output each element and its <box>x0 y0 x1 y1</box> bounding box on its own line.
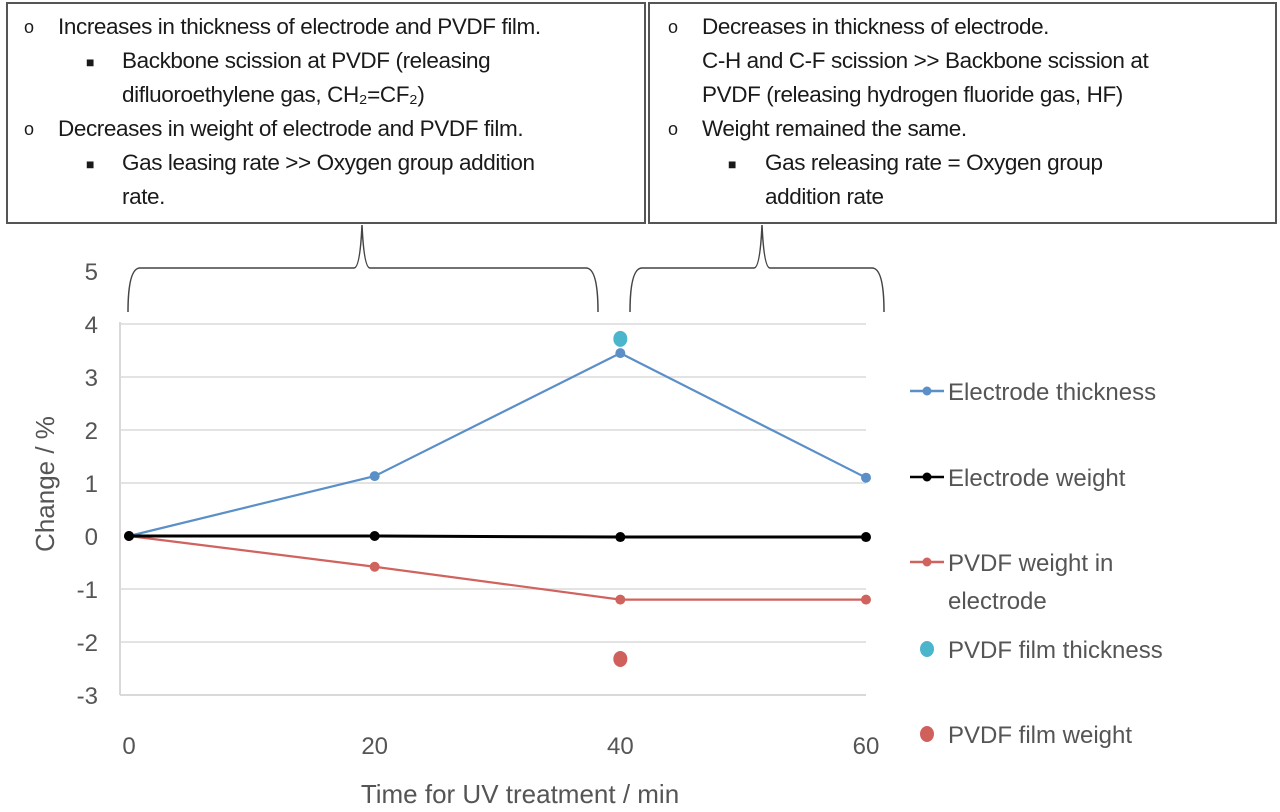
square-bullet-icon: ■ <box>728 156 737 172</box>
y-tick-label: 0 <box>85 524 98 551</box>
annotation-continuation: rate. <box>122 184 166 209</box>
data-point-electrode-weight <box>124 531 134 541</box>
y-tick-label: 5 <box>85 259 98 286</box>
series-line-pvdf-weight-in-electrode <box>128 534 866 601</box>
legend-label-electrode-thickness: Electrode thickness <box>948 379 1156 406</box>
annotation-item: Decreases in thickness of electrode. <box>702 14 1050 39</box>
legend-label-pvdf-weight-in-electrode: PVDF weight in electrode <box>948 550 1113 615</box>
annotation-continuation: addition rate <box>765 184 884 209</box>
y-axis-label: Change / % <box>30 416 60 552</box>
data-point-electrode-weight <box>861 532 871 543</box>
data-point-pvdf-weight-in-electrode <box>615 594 626 605</box>
series-line-electrode-weight <box>129 534 866 539</box>
x-axis-label: Time for UV treatment / min <box>361 779 679 809</box>
annotation-continuation: difluoroethylene gas, CH₂=CF₂) <box>122 82 425 107</box>
square-bullet-icon: ■ <box>86 54 95 70</box>
right-brace <box>629 224 885 313</box>
right-annotation-box <box>648 2 1277 224</box>
y-tick-label: -3 <box>77 683 98 710</box>
hollow-bullet-icon: o <box>24 17 35 37</box>
legend-marker-electrode-weight <box>922 472 932 482</box>
x-tick-label: 0 <box>122 733 135 760</box>
legend-label-line: electrode <box>948 588 1047 615</box>
y-tick-label: -2 <box>77 630 98 657</box>
data-point-electrode-thickness <box>861 472 871 483</box>
legend-marker-electrode-thickness <box>922 386 932 396</box>
legend-label-line: PVDF weight in <box>948 550 1113 577</box>
data-point-electrode-weight <box>615 532 626 543</box>
legend-label-pvdf-film-weight: PVDF film weight <box>948 722 1132 749</box>
y-tick-label: 3 <box>85 365 98 392</box>
annotation-subitem: Gas leasing rate >> Oxygen group additio… <box>122 150 535 175</box>
data-point-electrode-weight <box>369 531 380 541</box>
annotation-item: Increases in thickness of electrode and … <box>58 14 541 39</box>
square-bullet-icon: ■ <box>86 156 95 172</box>
hollow-bullet-icon: o <box>668 119 679 139</box>
legend-marker-pvdf-film-weight <box>920 726 934 742</box>
series-line-electrode-thickness <box>128 351 867 538</box>
annotation-subitem: Backbone scission at PVDF (releasing <box>122 48 491 73</box>
legend-marker-pvdf-weight-in-electrode <box>922 557 932 567</box>
data-point-pvdf-film-thickness <box>613 330 628 347</box>
y-tick-label: 1 <box>85 471 98 498</box>
annotation-item: Decreases in weight of electrode and PVD… <box>58 116 524 141</box>
data-point-pvdf-weight-in-electrode <box>861 594 871 605</box>
legend-marker-pvdf-film-thickness <box>920 641 934 657</box>
y-tick-label: -1 <box>77 577 98 604</box>
x-tick-label: 40 <box>607 733 634 760</box>
annotation-item: Weight remained the same. <box>702 116 967 141</box>
data-point-pvdf-film-weight <box>613 650 628 667</box>
legend-label-electrode-weight: Electrode weight <box>948 465 1126 492</box>
x-tick-label: 60 <box>853 733 880 760</box>
hollow-bullet-icon: o <box>24 119 35 139</box>
left-brace <box>127 224 599 313</box>
hollow-bullet-icon: o <box>668 17 679 37</box>
annotation-continuation: PVDF (releasing hydrogen fluoride gas, H… <box>702 82 1123 107</box>
y-tick-label: 2 <box>85 418 98 445</box>
x-tick-label: 20 <box>361 733 388 760</box>
data-point-electrode-thickness <box>369 471 380 482</box>
data-point-electrode-thickness <box>615 348 626 359</box>
left-annotation-box <box>6 2 646 224</box>
data-point-pvdf-weight-in-electrode <box>369 561 380 572</box>
annotation-continuation: C-H and C-F scission >> Backbone scissio… <box>702 48 1149 73</box>
annotation-subitem: Gas releasing rate = Oxygen group <box>765 150 1103 175</box>
y-tick-label: 4 <box>85 312 98 339</box>
legend-label-pvdf-film-thickness: PVDF film thickness <box>948 637 1163 664</box>
